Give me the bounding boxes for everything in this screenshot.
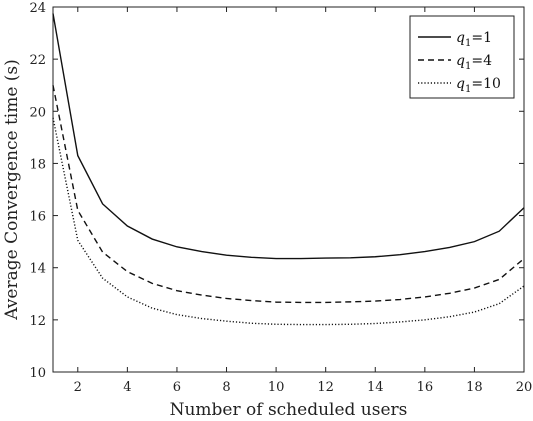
y-tick-label: 12 [29, 314, 46, 329]
legend-label-1: q1=1 [456, 30, 492, 49]
legend-box [409, 15, 515, 99]
y-tick-label: 18 [29, 157, 46, 172]
legend: q1=1 q1=4 q1=10 [409, 15, 515, 99]
y-tick-label: 20 [29, 105, 46, 120]
y-tick-label: 22 [29, 53, 46, 68]
series-line-1 [52, 13, 525, 260]
series-line-2 [52, 85, 525, 304]
series-line-3 [52, 117, 525, 326]
x-tick-label: 4 [123, 380, 131, 395]
x-tick-label: 2 [74, 380, 82, 395]
y-tick-label: 14 [29, 262, 46, 277]
y-tick-label: 16 [29, 210, 46, 225]
legend-label-2: q1=4 [456, 53, 492, 72]
x-tick-label: 16 [417, 380, 434, 395]
y-tick-label: 10 [29, 366, 46, 381]
x-tick-label: 20 [516, 380, 533, 395]
x-tick-label: 12 [317, 380, 334, 395]
x-tick-label: 6 [173, 380, 181, 395]
x-tick-label: 18 [466, 380, 483, 395]
x-axis-label: Number of scheduled users [170, 400, 408, 420]
x-tick-label: 14 [367, 380, 384, 395]
x-tick-label: 8 [222, 380, 230, 395]
y-tick-label: 24 [29, 1, 46, 16]
legend-label-3: q1=10 [456, 76, 501, 95]
y-axis-label: Average Convergence time (s) [2, 59, 22, 321]
x-tick-label: 10 [268, 380, 285, 395]
series-layer [52, 13, 525, 326]
